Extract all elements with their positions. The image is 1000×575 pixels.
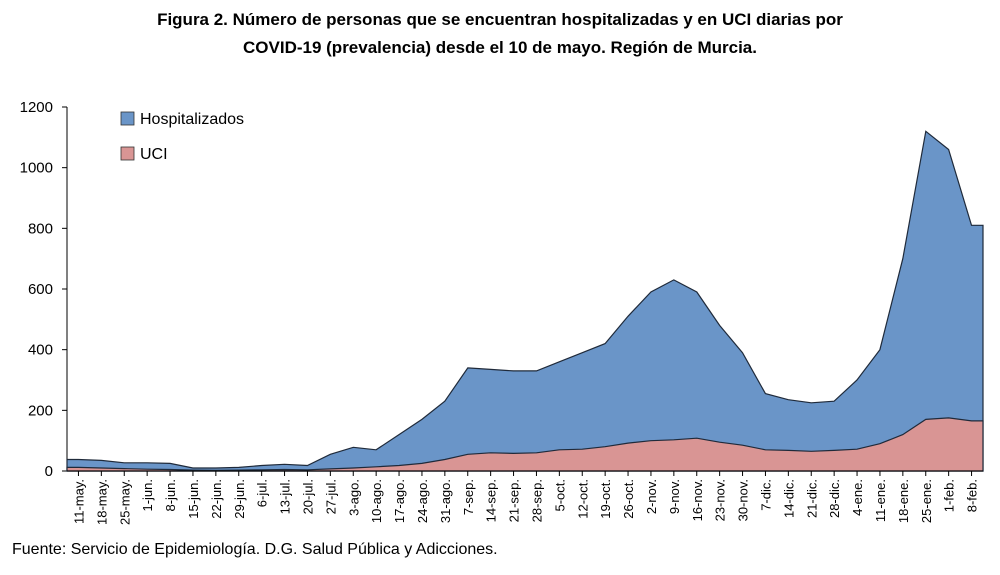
y-tick-label: 400 <box>28 342 53 359</box>
legend-label-hospitalizados: Hospitalizados <box>140 111 244 128</box>
x-tick-label: 28-dic. <box>827 479 842 518</box>
x-tick-label: 7-sep. <box>461 479 476 515</box>
x-tick-label: 14-sep. <box>484 479 499 522</box>
x-tick-label: 26-oct. <box>621 479 636 519</box>
x-tick-label: 9-nov. <box>667 479 682 514</box>
x-tick-label: 24-ago. <box>415 479 430 523</box>
x-tick-label: 12-oct. <box>575 479 590 519</box>
legend-swatch-uci <box>120 146 135 161</box>
x-tick-label: 1-feb. <box>942 479 957 512</box>
x-tick-label: 21-dic. <box>804 479 819 518</box>
x-tick-label: 5-oct. <box>552 479 567 512</box>
x-tick-label: 8-jun. <box>163 479 178 512</box>
y-tick-label: 1200 <box>20 99 53 116</box>
x-tick-label: 22-jun. <box>209 479 224 519</box>
x-tick-label: 28-sep. <box>529 479 544 522</box>
x-tick-label: 13-jul. <box>278 479 293 514</box>
area-uci <box>66 417 984 472</box>
x-tick-label: 14-dic. <box>781 479 796 518</box>
x-tick-label: 16-nov. <box>690 479 705 521</box>
x-tick-label: 11-may. <box>71 479 86 524</box>
x-tick-label: 10-ago. <box>369 479 384 523</box>
x-tick-label: 11-ene. <box>873 479 888 522</box>
y-tick-label: 0 <box>45 463 53 480</box>
area-chart: 0 200 400 600 800 1000 1200 11-may. 18-may. 25-m… <box>20 99 984 525</box>
x-tick-label: 25-ene. <box>919 479 934 523</box>
x-tick-label: 30-nov. <box>736 479 751 521</box>
area-hospitalizados <box>66 130 984 472</box>
x-tick-label: 20-jul. <box>300 479 315 514</box>
x-tick-label: 19-oct. <box>598 479 613 519</box>
x-tick-label: 31-ago. <box>438 479 453 523</box>
legend: Hospitalizados UCI <box>120 111 244 163</box>
x-tick-label: 18-may. <box>94 479 109 525</box>
chart-title: Figura 2. Número de personas que se encu… <box>157 10 843 29</box>
x-tick-label: 17-ago. <box>392 479 407 523</box>
x-tick-label: 8-feb. <box>965 479 980 512</box>
x-tick-label: 6-jul. <box>255 479 270 507</box>
x-tick-label: 25-may. <box>117 479 132 525</box>
x-tick-label: 27-jul. <box>323 479 338 514</box>
source-note: Fuente: Servicio de Epidemiología. D.G. … <box>12 541 498 558</box>
x-tick-label: 18-ene. <box>896 479 911 523</box>
x-tick-label: 29-jun. <box>232 479 247 519</box>
chart-subtitle: COVID-19 (prevalencia) desde el 10 de ma… <box>243 38 757 57</box>
legend-swatch-hospitalizados <box>120 111 135 126</box>
y-tick-label: 800 <box>28 220 53 237</box>
y-tick-label: 200 <box>28 402 53 419</box>
y-tick-label: 600 <box>28 281 53 298</box>
x-axis: 11-may. 18-may. 25-may. 1-jun. 8-jun. 15-jun.… <box>67 470 983 525</box>
legend-label-uci: UCI <box>140 146 168 163</box>
y-tick-label: 1000 <box>20 160 53 177</box>
x-tick-label: 21-sep. <box>507 479 522 522</box>
x-tick-label: 1-jun. <box>140 479 155 512</box>
x-tick-label: 4-ene. <box>850 479 865 516</box>
x-tick-label: 7-dic. <box>758 479 773 511</box>
series-areas <box>66 130 984 472</box>
x-tick-label: 3-ago. <box>346 479 361 516</box>
chart-title-block: Figura 2. Número de personas que se encu… <box>0 6 1000 62</box>
x-tick-label: 2-nov. <box>644 479 659 514</box>
x-tick-label: 15-jun. <box>186 479 201 519</box>
x-tick-label: 23-nov. <box>713 479 728 521</box>
y-axis: 0 200 400 600 800 1000 1200 <box>20 99 68 480</box>
